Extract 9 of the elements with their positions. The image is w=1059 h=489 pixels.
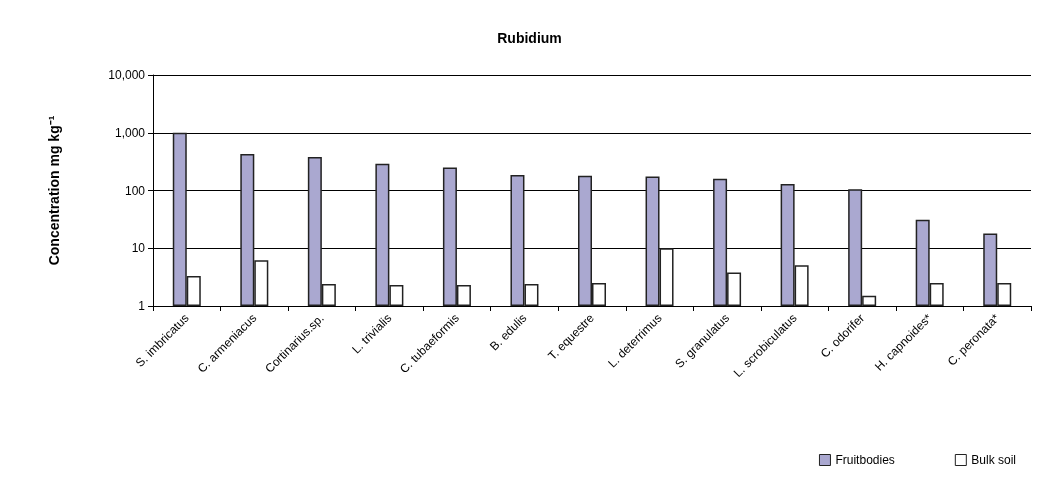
y-tick-label: 10,000 bbox=[108, 68, 146, 82]
chart-title: Rubidium bbox=[497, 30, 562, 46]
y-tick-label: 10 bbox=[131, 241, 146, 256]
y-axis-title: Concentration mg kg⁻¹ bbox=[46, 115, 62, 266]
legend-label: Fruitbodies bbox=[835, 453, 895, 467]
y-tick-label: 100 bbox=[124, 183, 146, 198]
y-tick-label: 1,000 bbox=[114, 125, 146, 140]
y-tick-label: 1 bbox=[138, 299, 146, 313]
legend-label: Bulk soil bbox=[971, 453, 1016, 467]
